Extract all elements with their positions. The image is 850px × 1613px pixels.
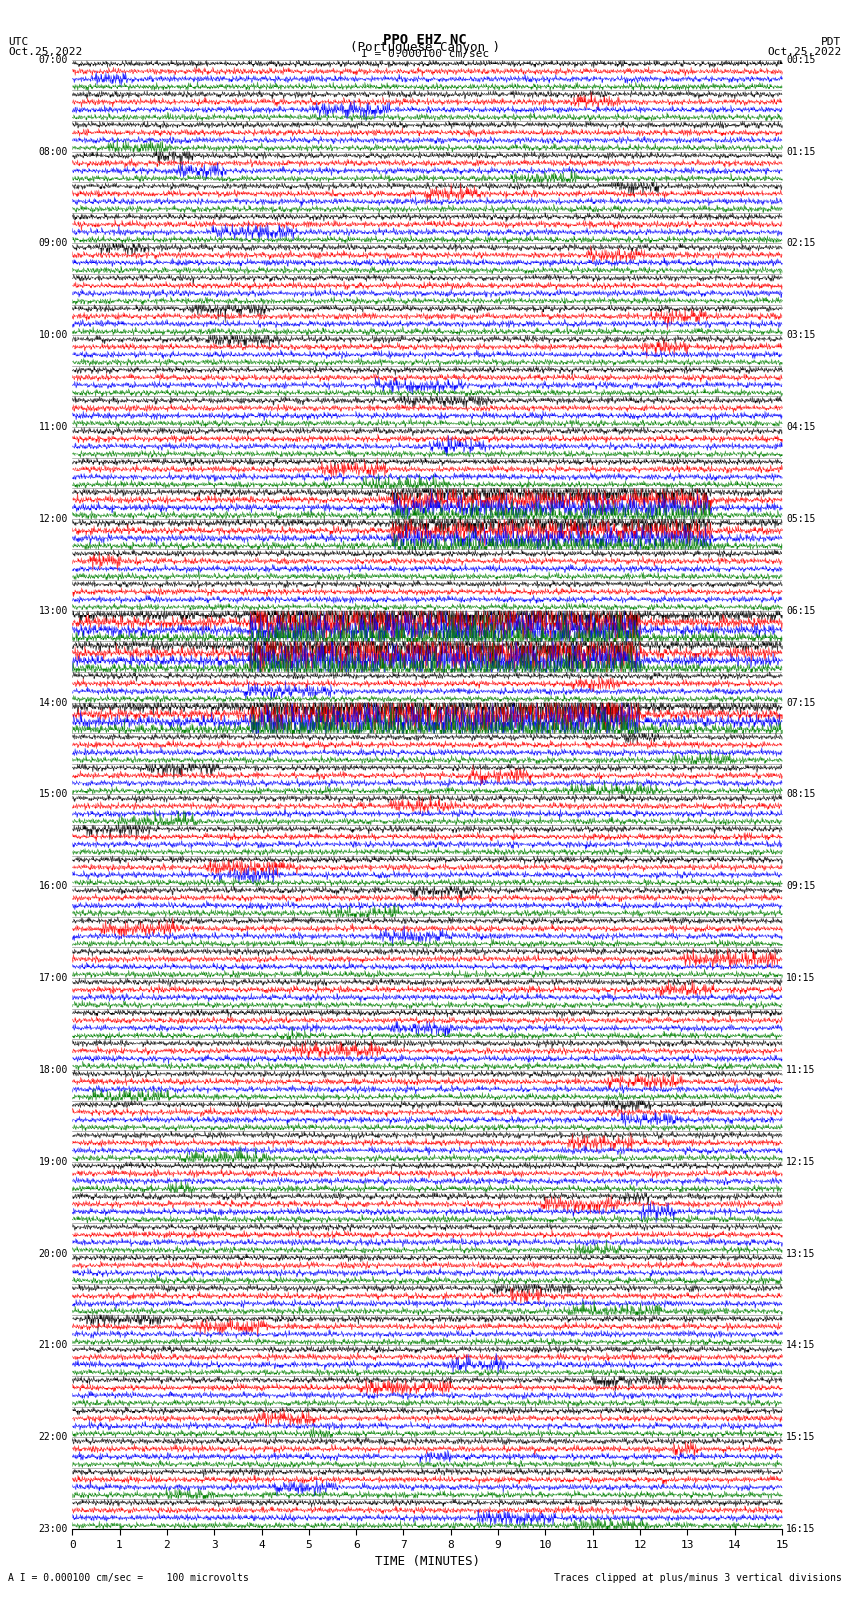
- Text: 08:00: 08:00: [38, 147, 68, 156]
- X-axis label: TIME (MINUTES): TIME (MINUTES): [375, 1555, 479, 1568]
- Text: UTC: UTC: [8, 37, 29, 47]
- Text: 10:15: 10:15: [786, 973, 816, 982]
- Text: 09:00: 09:00: [38, 239, 68, 248]
- Text: PDT: PDT: [821, 37, 842, 47]
- Text: 15:00: 15:00: [38, 789, 68, 800]
- Text: I = 0.000100 cm/sec: I = 0.000100 cm/sec: [361, 50, 489, 60]
- Text: 14:00: 14:00: [38, 697, 68, 708]
- Text: 02:15: 02:15: [786, 239, 816, 248]
- Text: 08:15: 08:15: [786, 789, 816, 800]
- Text: 22:00: 22:00: [38, 1432, 68, 1442]
- Text: 13:15: 13:15: [786, 1248, 816, 1258]
- Text: 10:00: 10:00: [38, 331, 68, 340]
- Text: 05:15: 05:15: [786, 515, 816, 524]
- Text: PPO EHZ NC: PPO EHZ NC: [383, 32, 467, 47]
- Text: Oct.25,2022: Oct.25,2022: [768, 47, 842, 56]
- Text: 12:00: 12:00: [38, 515, 68, 524]
- Text: Oct.25,2022: Oct.25,2022: [8, 47, 82, 56]
- Text: 17:00: 17:00: [38, 973, 68, 982]
- Text: 16:00: 16:00: [38, 881, 68, 892]
- Text: 13:00: 13:00: [38, 606, 68, 616]
- Text: Traces clipped at plus/minus 3 vertical divisions: Traces clipped at plus/minus 3 vertical …: [553, 1573, 842, 1582]
- Text: 03:15: 03:15: [786, 331, 816, 340]
- Text: 09:15: 09:15: [786, 881, 816, 892]
- Text: 11:00: 11:00: [38, 423, 68, 432]
- Text: 04:15: 04:15: [786, 423, 816, 432]
- Text: 00:15: 00:15: [786, 55, 816, 65]
- Text: 21:00: 21:00: [38, 1340, 68, 1350]
- Text: 23:00: 23:00: [38, 1524, 68, 1534]
- Text: 12:15: 12:15: [786, 1157, 816, 1166]
- Text: 07:00: 07:00: [38, 55, 68, 65]
- Text: 20:00: 20:00: [38, 1248, 68, 1258]
- Text: 15:15: 15:15: [786, 1432, 816, 1442]
- Text: 19:00: 19:00: [38, 1157, 68, 1166]
- Text: 18:00: 18:00: [38, 1065, 68, 1074]
- Text: 06:15: 06:15: [786, 606, 816, 616]
- Text: A I = 0.000100 cm/sec =    100 microvolts: A I = 0.000100 cm/sec = 100 microvolts: [8, 1573, 249, 1582]
- Text: 07:15: 07:15: [786, 697, 816, 708]
- Text: (Portuguese Canyon ): (Portuguese Canyon ): [350, 40, 500, 55]
- Text: 14:15: 14:15: [786, 1340, 816, 1350]
- Text: 11:15: 11:15: [786, 1065, 816, 1074]
- Text: 01:15: 01:15: [786, 147, 816, 156]
- Text: 16:15: 16:15: [786, 1524, 816, 1534]
